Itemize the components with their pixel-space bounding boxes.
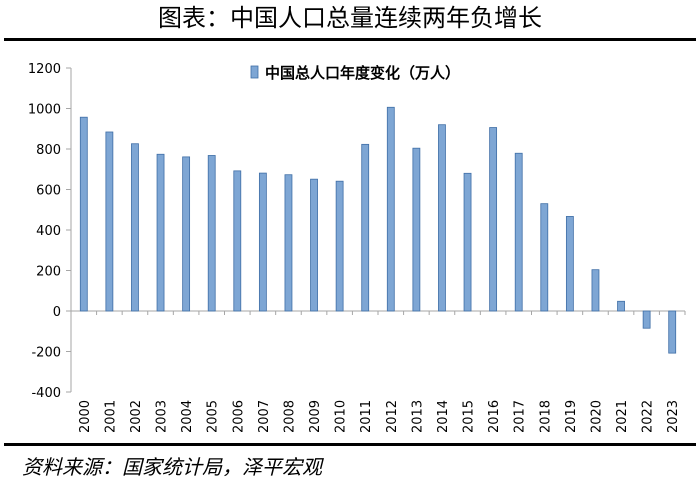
axis-layer — [66, 67, 686, 393]
bar-2020 — [591, 269, 600, 312]
label-layer: -400 -200 0 200 400 600 800 1000 1200 2000 2001 200… — [28, 62, 681, 433]
x-tick-label: 2013 — [410, 400, 425, 433]
x-tick-label: 2001 — [103, 400, 118, 433]
bottom-rule — [4, 443, 696, 446]
y-tick-label: 800 — [36, 143, 61, 158]
top-rule — [4, 38, 696, 41]
bar-2002 — [131, 143, 139, 312]
x-tick-label: 2017 — [513, 400, 528, 433]
y-tick-label: 600 — [36, 184, 61, 199]
bar-2021 — [617, 300, 625, 312]
x-tick-label: 2011 — [359, 400, 374, 433]
x-tick-label: 2007 — [257, 400, 272, 433]
x-tick-label: 2009 — [308, 400, 323, 433]
bar-2018 — [540, 203, 549, 312]
x-tick-label: 2000 — [78, 400, 93, 433]
y-tick-label: 0 — [53, 305, 61, 320]
bar-2000 — [79, 116, 88, 312]
bar-2014 — [438, 124, 446, 312]
bar-2012 — [386, 106, 395, 312]
bar-2023 — [668, 310, 677, 354]
bar-layer — [79, 106, 677, 354]
bar-2003 — [156, 153, 165, 312]
bar-2004 — [182, 156, 191, 312]
bar-2008 — [284, 174, 293, 312]
population-change-chart: -400 -200 0 200 400 600 800 1000 1200 2000 2001 200… — [28, 62, 686, 433]
bar-2013 — [412, 147, 421, 312]
bar-2009 — [310, 178, 318, 312]
x-tick-label: 2021 — [615, 400, 630, 433]
legend: 中国总人口年度变化（万人） — [250, 64, 460, 82]
x-tick-label: 2016 — [487, 400, 502, 433]
y-tick-label: 1200 — [28, 62, 61, 77]
x-tick-label: 2006 — [231, 400, 246, 433]
x-tick-label: 2015 — [462, 400, 477, 433]
legend-label: 中国总人口年度变化（万人） — [265, 64, 460, 82]
bar-2016 — [489, 127, 498, 312]
x-tick-label: 2004 — [180, 400, 195, 433]
bar-2005 — [207, 155, 216, 312]
bar-2011 — [361, 143, 370, 312]
x-tick-label: 2005 — [206, 400, 221, 433]
x-tick-label: 2003 — [155, 400, 170, 433]
y-tick-label: 200 — [36, 265, 61, 280]
legend-swatch — [250, 65, 259, 79]
source-note: 资料来源：国家统计局，泽平宏观 — [22, 455, 322, 479]
y-tick-label: -400 — [31, 386, 61, 401]
x-tick-label: 2008 — [282, 400, 297, 433]
bar-2007 — [258, 172, 267, 312]
bar-2022 — [642, 310, 651, 329]
bar-2017 — [514, 152, 523, 312]
bar-2001 — [105, 131, 114, 312]
x-tick-label: 2002 — [129, 400, 144, 433]
bar-2015 — [463, 172, 472, 312]
x-tick-label: 2022 — [641, 400, 656, 433]
y-tick-label: 1000 — [28, 103, 61, 118]
x-tick-label: 2014 — [436, 400, 451, 433]
x-tick-label: 2020 — [589, 400, 604, 433]
x-tick-label: 2023 — [666, 400, 681, 433]
x-tick-label: 2019 — [564, 400, 579, 433]
x-tick-label: 2012 — [385, 400, 400, 433]
x-tick-label: 2018 — [538, 400, 553, 433]
bar-2006 — [233, 170, 242, 312]
figure-title: 图表：中国人口总量连续两年负增长 — [158, 4, 542, 32]
x-tick-label: 2010 — [334, 400, 349, 433]
bar-2019 — [565, 216, 574, 312]
y-tick-label: 400 — [36, 224, 61, 239]
y-tick-label: -200 — [31, 346, 61, 361]
bar-2010 — [335, 180, 344, 312]
